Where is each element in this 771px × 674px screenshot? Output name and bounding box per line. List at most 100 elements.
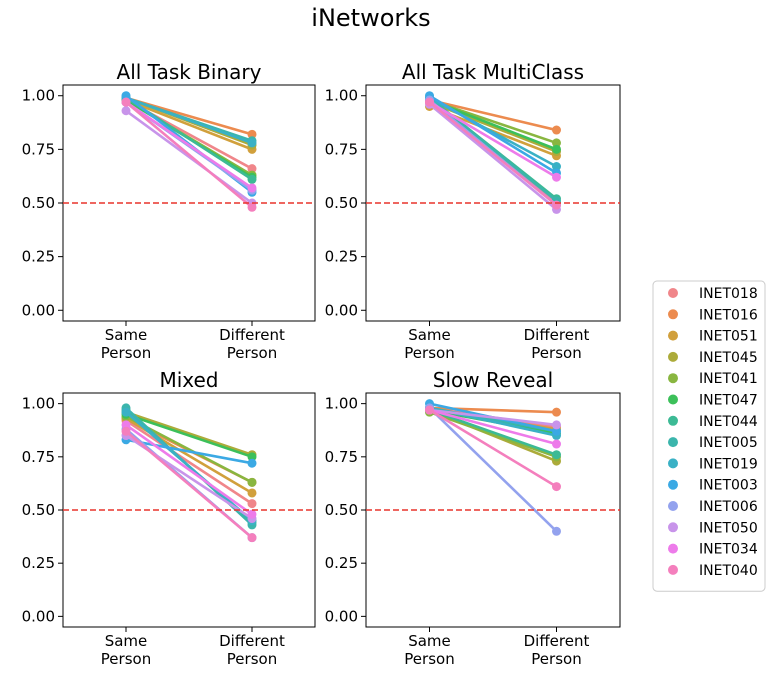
series-line-INET041 <box>428 410 558 459</box>
x-tick-label: Different Person <box>219 632 285 668</box>
data-point-INET040-2 <box>247 202 257 212</box>
y-tick-label: 1.00 <box>325 87 358 105</box>
data-point-INET034-2 <box>247 509 257 519</box>
data-point-INET041-2 <box>247 477 257 487</box>
legend-marker-INET045 <box>668 351 678 362</box>
series-line-INET044 <box>428 408 558 456</box>
y-tick-label: 0.50 <box>325 194 358 212</box>
data-point-INET003-2 <box>247 458 257 468</box>
x-tick-label-line: Person <box>404 344 454 362</box>
legend-label: INET045 <box>699 350 758 366</box>
y-tick-label: 1.00 <box>22 87 55 105</box>
x-tick-label-line: Same <box>105 632 148 650</box>
data-point-INET006-2 <box>552 526 561 536</box>
legend-marker-INET005 <box>668 437 678 448</box>
data-point-INET047-2 <box>552 144 561 154</box>
x-tick-label: Same Person <box>101 632 151 668</box>
series-line-INET016 <box>428 98 558 132</box>
y-tick-label: 1.00 <box>22 395 55 413</box>
data-point-INET040-2 <box>247 533 257 543</box>
x-tick-label-line: Same <box>408 632 451 650</box>
series-line-INET045 <box>124 410 254 456</box>
series-line-INET050 <box>428 408 558 427</box>
x-tick-label-line: Different <box>219 326 285 344</box>
series-line-INET019 <box>124 410 254 522</box>
x-tick-label-line: Person <box>404 650 454 668</box>
legend-label: INET018 <box>699 286 758 302</box>
legend-marker-INET003 <box>668 479 678 490</box>
data-point-INET040-1 <box>121 426 131 436</box>
legend-label: INET050 <box>699 520 758 536</box>
series-line-INET034 <box>428 100 558 179</box>
y-tick-label: 0.25 <box>325 554 358 572</box>
legend-label: INET041 <box>699 371 758 387</box>
subplot-title: Mixed <box>159 368 218 392</box>
data-point-INET044-2 <box>552 450 561 460</box>
x-tick-label: Same Person <box>101 326 151 362</box>
data-point-INET016-2 <box>552 125 561 135</box>
x-tick-label-line: Person <box>101 344 151 362</box>
data-point-INET051-2 <box>247 488 257 498</box>
series-line-INET047 <box>124 412 254 459</box>
legend-frame <box>652 280 766 592</box>
series-line-INET040 <box>428 408 558 488</box>
x-tick-label-line: Person <box>531 344 581 362</box>
series-line-INET040 <box>428 100 558 207</box>
legend-marker-INET047 <box>668 394 678 405</box>
legend-label: INET047 <box>699 393 758 409</box>
legend-label: INET040 <box>699 563 758 579</box>
series-line-INET050 <box>428 103 558 211</box>
data-point-INET040-2 <box>552 200 561 210</box>
y-tick-label: 0.50 <box>22 501 55 519</box>
x-tick-label-line: Same <box>408 326 451 344</box>
x-tick-label-line: Person <box>227 650 277 668</box>
legend-label: INET006 <box>699 499 758 515</box>
x-tick-label-line: Different <box>219 632 285 650</box>
legend-label: INET016 <box>699 307 758 323</box>
series-line-INET040 <box>124 100 254 209</box>
y-tick-label: 0.75 <box>325 140 358 158</box>
legend-marker-INET051 <box>668 330 678 341</box>
y-tick-label: 0.25 <box>22 248 55 266</box>
y-tick-label: 0.00 <box>22 301 55 319</box>
data-point-INET003-1 <box>121 91 131 101</box>
data-point-INET016-2 <box>552 407 561 417</box>
data-point-INET034-1 <box>121 420 131 430</box>
data-point-INET003-2 <box>552 426 561 436</box>
data-point-INET016-2 <box>247 129 257 139</box>
y-tick-label: 0.75 <box>22 448 55 466</box>
data-point-INET044-2 <box>247 174 257 184</box>
legend-marker-INET016 <box>668 309 678 320</box>
data-point-INET034-2 <box>552 439 561 449</box>
legend-marker-INET041 <box>668 373 678 384</box>
data-point-INET050-1 <box>121 106 131 116</box>
x-tick-label-line: Different <box>524 326 590 344</box>
y-tick-label: 0.75 <box>22 140 55 158</box>
data-point-INET040-1 <box>425 97 434 107</box>
series-line-INET040 <box>124 429 254 539</box>
x-tick-label-line: Person <box>227 344 277 362</box>
x-tick-label: Different Person <box>524 632 590 668</box>
data-point-INET040-2 <box>552 482 561 492</box>
subplot-title: All Task Binary <box>117 60 262 84</box>
subplot-1: All Task Binary 0.00 0.25 0.50 0.75 1.00 Same P… <box>22 60 316 362</box>
y-tick-label: 0.00 <box>325 301 358 319</box>
legend-label: INET005 <box>699 435 758 451</box>
series-line-INET018 <box>124 419 254 505</box>
legend-label: INET019 <box>699 456 758 472</box>
y-tick-label: 0.00 <box>325 607 358 625</box>
data-point-INET018-2 <box>247 164 257 174</box>
subplot-title: All Task MultiClass <box>402 60 584 84</box>
legend-label: INET034 <box>699 542 758 558</box>
data-point-INET040-1 <box>121 97 131 107</box>
data-point-INET040-1 <box>425 405 434 415</box>
series-line-INET051 <box>124 98 254 151</box>
y-tick-label: 0.50 <box>22 194 55 212</box>
series-line-INET034 <box>124 423 254 516</box>
legend-marker-INET034 <box>668 543 678 554</box>
series-line-INET034 <box>124 100 254 190</box>
